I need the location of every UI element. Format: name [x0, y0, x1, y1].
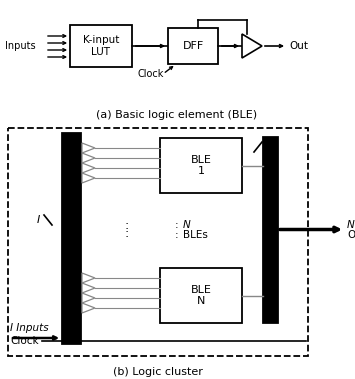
Text: Outputs: Outputs: [347, 230, 355, 241]
Text: K-input
LUT: K-input LUT: [83, 35, 119, 57]
Bar: [263, 137, 277, 322]
Polygon shape: [242, 34, 262, 58]
Text: :: :: [125, 219, 129, 232]
Polygon shape: [82, 273, 95, 283]
Bar: [160, 268, 242, 323]
Text: I Inputs: I Inputs: [10, 323, 49, 333]
Polygon shape: [82, 303, 95, 313]
Bar: [70, 25, 132, 67]
Bar: [160, 138, 242, 193]
Text: :: :: [125, 227, 129, 240]
Text: BLE
1: BLE 1: [191, 155, 212, 176]
Text: N: N: [347, 221, 355, 230]
Text: (b) Logic cluster: (b) Logic cluster: [113, 367, 203, 377]
Bar: [8, 128, 308, 356]
Polygon shape: [82, 283, 95, 293]
Text: (a) Basic logic element (BLE): (a) Basic logic element (BLE): [97, 110, 258, 120]
Bar: [62, 133, 80, 343]
Text: N: N: [183, 221, 191, 230]
Text: Clock: Clock: [10, 336, 39, 346]
Text: :: :: [175, 221, 179, 230]
Text: N: N: [263, 139, 271, 149]
Text: :: :: [175, 230, 179, 240]
Polygon shape: [82, 293, 95, 303]
Text: DFF: DFF: [182, 41, 204, 51]
Text: BLE
N: BLE N: [191, 285, 212, 306]
Polygon shape: [82, 153, 95, 163]
Polygon shape: [82, 143, 95, 153]
Text: BLEs: BLEs: [183, 230, 208, 240]
Bar: [168, 28, 218, 64]
Text: Clock: Clock: [138, 69, 164, 79]
Polygon shape: [82, 163, 95, 173]
Text: I: I: [36, 215, 40, 225]
Polygon shape: [82, 173, 95, 183]
Text: Out: Out: [289, 41, 308, 51]
Text: Inputs: Inputs: [5, 41, 36, 51]
